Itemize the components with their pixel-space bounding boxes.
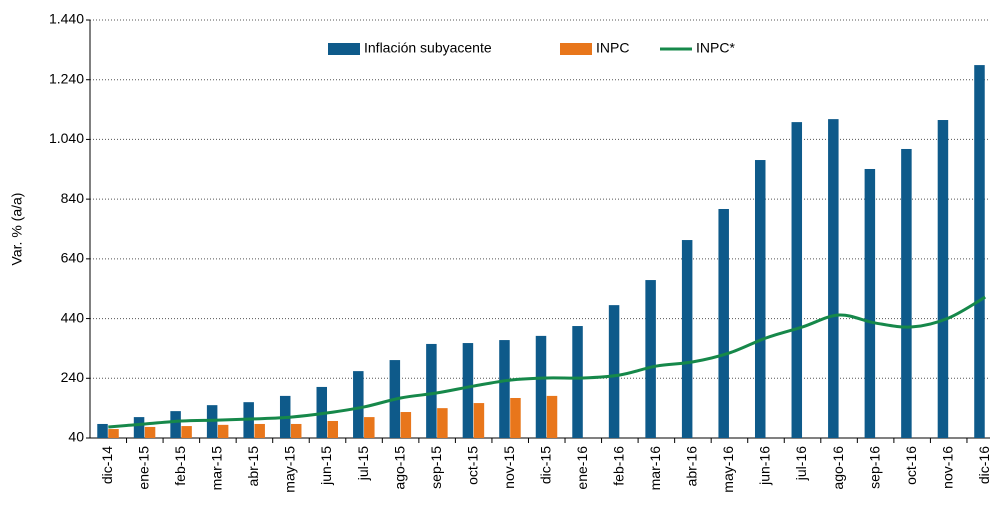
bar	[144, 426, 156, 438]
x-tick-label: oct-16	[903, 446, 919, 485]
x-tick-label: mar-16	[647, 446, 663, 491]
legend-swatch	[328, 43, 360, 55]
x-tick-label: jul-15	[355, 446, 371, 481]
bar	[754, 160, 766, 438]
bar	[108, 429, 119, 438]
bar	[254, 423, 265, 438]
x-tick-label: nov-16	[939, 446, 955, 489]
bar	[170, 411, 181, 438]
bar	[535, 335, 547, 438]
bar	[353, 371, 364, 438]
bar	[608, 305, 620, 438]
bar	[437, 408, 448, 438]
y-tick-label: 1.240	[49, 70, 84, 86]
bar	[400, 412, 412, 438]
line	[108, 295, 986, 429]
x-tick-label: jun-15	[318, 446, 334, 486]
y-tick-label: 640	[61, 250, 85, 266]
y-tick-label: 440	[61, 309, 85, 325]
x-tick-label: ene-16	[574, 446, 590, 490]
bar	[510, 397, 521, 438]
x-tick-label: dic-15	[537, 446, 553, 484]
bar	[97, 423, 108, 438]
bar	[499, 340, 510, 438]
y-tick-label: 240	[61, 369, 85, 385]
bar	[572, 326, 583, 438]
bar	[937, 120, 949, 439]
y-tick-label: 840	[61, 190, 85, 206]
bar	[290, 423, 302, 438]
x-tick-label: nov-15	[501, 446, 517, 489]
bar	[181, 426, 192, 438]
x-tick-label: dic-16	[976, 446, 992, 484]
x-tick-label: ene-15	[136, 446, 152, 490]
x-tick-label: mar-15	[209, 446, 225, 491]
bar	[473, 403, 485, 438]
bar	[718, 208, 729, 438]
legend-label: INPC*	[696, 40, 735, 56]
x-tick-label: abr-16	[684, 446, 700, 487]
legend-label: Inflación subyacente	[364, 40, 492, 56]
x-tick-label: feb-16	[611, 446, 627, 486]
bar	[364, 417, 375, 438]
x-tick-label: ago-16	[830, 446, 846, 490]
bar	[426, 343, 437, 438]
bar	[974, 65, 985, 438]
bar	[645, 280, 656, 438]
x-tick-label: may-16	[720, 446, 736, 493]
bar	[864, 168, 876, 439]
y-axis-label: Var. % (a/a)	[9, 193, 25, 266]
bar	[133, 417, 145, 438]
legend-swatch	[560, 43, 592, 55]
bar	[546, 395, 558, 438]
x-tick-label: ago-15	[391, 446, 407, 490]
bar	[327, 420, 339, 438]
bar	[828, 119, 839, 438]
bar	[217, 424, 229, 438]
x-tick-label: dic-14	[99, 446, 115, 484]
x-tick-label: abr-15	[245, 446, 261, 487]
y-tick-label: 1.440	[49, 11, 84, 27]
bar	[791, 122, 803, 439]
bar	[462, 343, 474, 438]
x-tick-label: jun-16	[757, 446, 773, 486]
legend-label: INPC	[596, 40, 629, 56]
x-tick-label: may-15	[282, 446, 298, 493]
bar	[901, 148, 912, 439]
x-tick-label: oct-15	[464, 446, 480, 485]
x-tick-label: jul-16	[793, 446, 809, 481]
x-tick-label: sep-16	[866, 446, 882, 489]
y-tick-label: 40	[68, 429, 84, 445]
x-tick-label: sep-15	[428, 446, 444, 489]
bar	[681, 240, 693, 438]
x-tick-label: feb-15	[172, 446, 188, 486]
y-tick-label: 1.040	[49, 130, 84, 146]
